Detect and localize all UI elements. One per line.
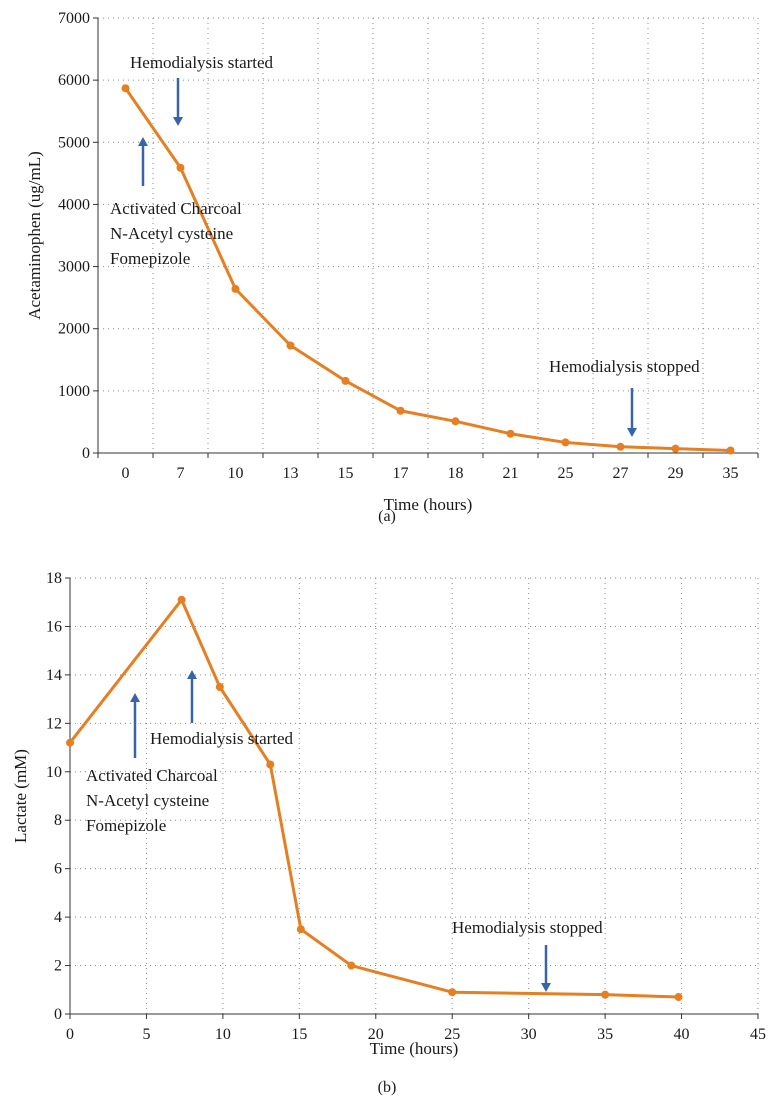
- data-point: [674, 993, 683, 1002]
- x-tick-label: 13: [283, 465, 299, 482]
- annotation-line: Fomepizole: [86, 816, 166, 835]
- panel-caption: (b): [378, 1079, 397, 1096]
- data-point: [671, 444, 680, 453]
- chart-panel-b: 0 2 4 6 8 10 12 14 16 18 0 5 10 15 20 25 30 35 40 45 Time (h…: [11, 570, 766, 1096]
- annotation-text: Hemodialysis started: [150, 729, 294, 748]
- x-axis-title: Time (hours): [384, 495, 473, 514]
- y-axis-title: Acetaminophen (ug/mL): [25, 151, 44, 320]
- data-point: [506, 429, 515, 438]
- arrowhead-icon: [173, 117, 183, 126]
- data-point: [121, 84, 130, 93]
- data-point: [231, 284, 240, 293]
- y-tick-label: 1000: [58, 383, 90, 400]
- data-point: [347, 961, 356, 970]
- x-tick-label: 21: [503, 465, 519, 482]
- data-point: [296, 925, 305, 934]
- series-line: [124, 87, 731, 453]
- y-tick-label: 2: [54, 958, 62, 975]
- x-tick-label: 45: [750, 1026, 766, 1043]
- x-tick-label: 29: [668, 465, 684, 482]
- x-tick-label: 25: [444, 1026, 460, 1043]
- annotation-text: Hemodialysis stopped: [549, 357, 700, 376]
- data-point: [286, 341, 295, 350]
- data-point: [396, 406, 405, 415]
- data-point: [561, 438, 570, 447]
- y-tick-label: 4: [54, 909, 62, 926]
- y-tick-label: 5000: [58, 134, 90, 151]
- annotation-line: Activated Charcoal: [86, 766, 218, 785]
- arrowhead-icon: [130, 693, 140, 702]
- x-tick-label: 17: [393, 465, 409, 482]
- y-tick-label: 6: [54, 861, 62, 878]
- y-tick-label: 4000: [58, 196, 90, 213]
- annotation-line: Hemodialysis started: [150, 729, 294, 748]
- annotation-line: N-Acetyl cysteine: [110, 224, 233, 243]
- y-tick-label: 14: [46, 667, 62, 684]
- x-tick-label: 15: [291, 1026, 307, 1043]
- arrowhead-icon: [627, 428, 637, 437]
- panel-caption: (a): [378, 508, 396, 525]
- annotation-line: Hemodialysis started: [130, 53, 274, 72]
- annotation-line: Activated Charcoal: [110, 199, 242, 218]
- y-axis-title: Lactate (mM): [11, 749, 30, 843]
- annotation-text: Activated Charcoal N-Acetyl cysteine Fomep…: [110, 199, 242, 268]
- x-tick-label: 15: [338, 465, 354, 482]
- data-point: [448, 988, 457, 997]
- x-tick-label: 40: [674, 1026, 690, 1043]
- x-tick-label: 30: [521, 1026, 537, 1043]
- x-tick-label: 7: [177, 465, 185, 482]
- y-tick-label: 2000: [58, 321, 90, 338]
- data-point: [66, 738, 74, 747]
- y-tick-label: 6000: [58, 72, 90, 89]
- data-point: [215, 683, 224, 691]
- x-tick-label: 0: [66, 1026, 74, 1043]
- x-tick-label: 10: [215, 1026, 231, 1043]
- data-point: [341, 376, 350, 385]
- annotation-text: Hemodialysis stopped: [452, 918, 603, 937]
- arrowhead-icon: [138, 137, 148, 146]
- y-tick-label: 7000: [58, 10, 90, 27]
- x-tick-label: 18: [448, 465, 464, 482]
- annotation-line: N-Acetyl cysteine: [86, 791, 209, 810]
- x-tick-label: 25: [558, 465, 574, 482]
- x-tick-label: 20: [368, 1026, 384, 1043]
- x-tick-label: 10: [228, 465, 244, 482]
- y-tick-label: 12: [46, 715, 62, 732]
- arrowhead-icon: [187, 670, 197, 679]
- annotation-text: Activated Charcoal N-Acetyl cysteine Fomep…: [86, 766, 218, 835]
- annotation-line: Hemodialysis stopped: [452, 918, 603, 937]
- data-point: [266, 760, 275, 769]
- y-tick-label: 16: [46, 618, 62, 635]
- annotation-line: Hemodialysis stopped: [549, 357, 700, 376]
- x-tick-label: 5: [142, 1026, 150, 1043]
- arrowhead-icon: [541, 983, 551, 992]
- y-tick-label: 10: [46, 764, 62, 781]
- annotation-line: Fomepizole: [110, 249, 190, 268]
- y-tick-label: 0: [82, 445, 90, 462]
- data-point: [177, 595, 186, 604]
- annotation-text: Hemodialysis started: [130, 53, 274, 72]
- data-point: [451, 417, 460, 426]
- data-point: [726, 446, 735, 455]
- data-point: [616, 442, 625, 451]
- data-point: [176, 163, 185, 172]
- y-tick-label: 3000: [58, 259, 90, 276]
- y-tick-label: 8: [54, 812, 62, 829]
- chart-panel-a: 0 1000 2000 3000 4000 5000 6000 7000 0 7 10 13 15 17 1…: [25, 10, 759, 525]
- x-tick-label: 35: [597, 1026, 613, 1043]
- data-point: [601, 990, 610, 999]
- x-tick-label: 27: [613, 465, 629, 482]
- y-tick-label: 18: [46, 570, 62, 587]
- x-tick-label: 35: [723, 465, 739, 482]
- x-axis-title: Time (hours): [370, 1039, 459, 1058]
- y-tick-label: 0: [54, 1006, 62, 1023]
- x-tick-label: 0: [122, 465, 130, 482]
